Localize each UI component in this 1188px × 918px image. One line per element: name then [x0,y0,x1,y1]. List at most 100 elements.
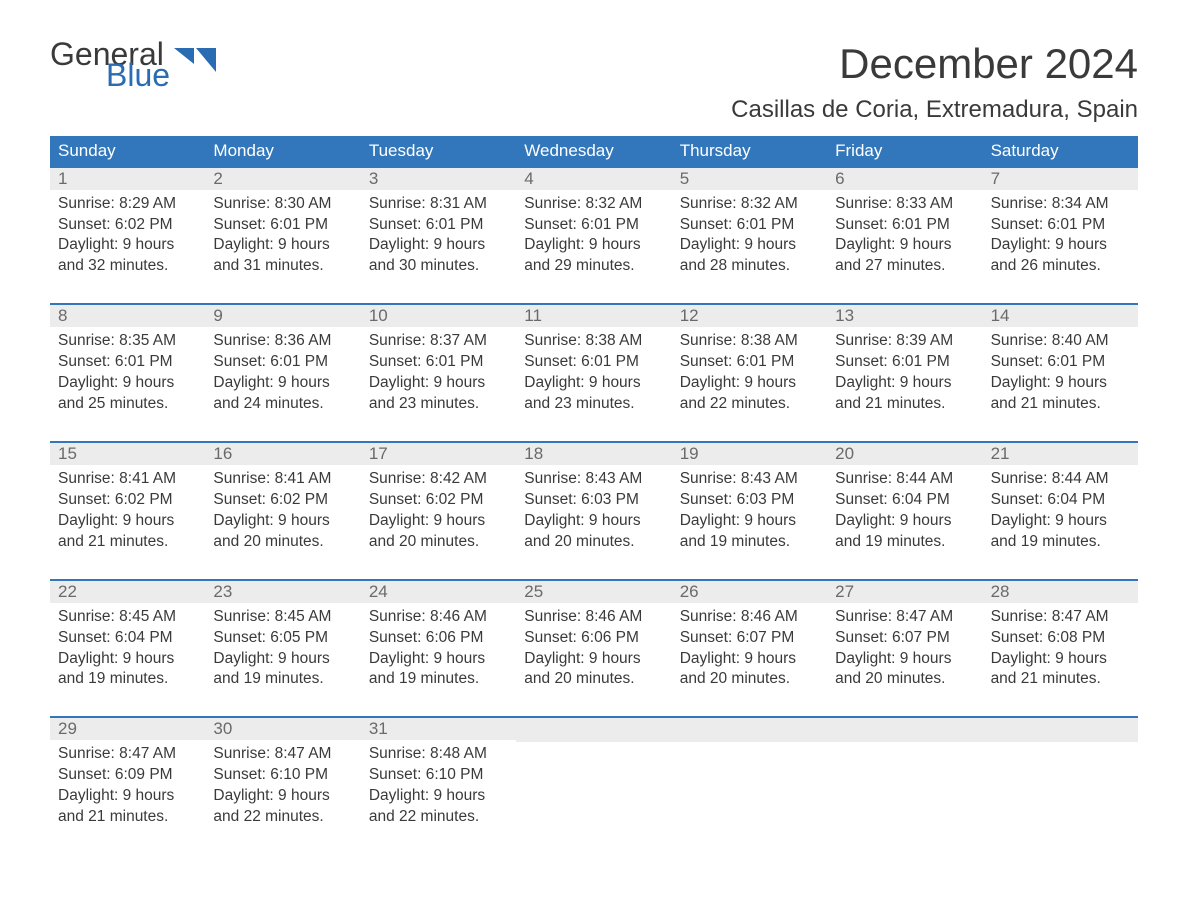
sunrise-line: Sunrise: 8:33 AM [835,194,974,215]
day-cell: 30Sunrise: 8:47 AMSunset: 6:10 PMDayligh… [205,718,360,830]
day-cell: 15Sunrise: 8:41 AMSunset: 6:02 PMDayligh… [50,443,205,555]
sunset-line: Sunset: 6:01 PM [369,352,508,373]
empty-day [827,718,982,742]
week-row: 22Sunrise: 8:45 AMSunset: 6:04 PMDayligh… [50,579,1138,693]
day-cell [983,718,1138,830]
day-number: 11 [516,305,671,327]
sunrise-line: Sunrise: 8:38 AM [524,331,663,352]
sunrise-line: Sunrise: 8:47 AM [213,744,352,765]
day-number: 25 [516,581,671,603]
month-title: December 2024 [839,40,1138,88]
empty-day [983,718,1138,742]
daylight-line: Daylight: 9 hours and 20 minutes. [369,511,508,553]
weekday-header: Sunday [50,136,205,166]
day-details: Sunrise: 8:41 AMSunset: 6:02 PMDaylight:… [50,465,205,555]
sunset-line: Sunset: 6:03 PM [680,490,819,511]
daylight-line: Daylight: 9 hours and 21 minutes. [58,786,197,828]
day-details: Sunrise: 8:46 AMSunset: 6:06 PMDaylight:… [516,603,671,693]
day-cell: 14Sunrise: 8:40 AMSunset: 6:01 PMDayligh… [983,305,1138,417]
day-details: Sunrise: 8:45 AMSunset: 6:05 PMDaylight:… [205,603,360,693]
day-cell: 11Sunrise: 8:38 AMSunset: 6:01 PMDayligh… [516,305,671,417]
day-details: Sunrise: 8:47 AMSunset: 6:10 PMDaylight:… [205,740,360,830]
sunset-line: Sunset: 6:01 PM [835,215,974,236]
day-number: 20 [827,443,982,465]
day-details: Sunrise: 8:38 AMSunset: 6:01 PMDaylight:… [672,327,827,417]
daylight-line: Daylight: 9 hours and 23 minutes. [369,373,508,415]
logo: General Blue [50,40,216,90]
daylight-line: Daylight: 9 hours and 20 minutes. [524,649,663,691]
sunrise-line: Sunrise: 8:35 AM [58,331,197,352]
day-details: Sunrise: 8:40 AMSunset: 6:01 PMDaylight:… [983,327,1138,417]
day-number: 3 [361,168,516,190]
weekday-header: Wednesday [516,136,671,166]
day-cell: 1Sunrise: 8:29 AMSunset: 6:02 PMDaylight… [50,168,205,280]
daylight-line: Daylight: 9 hours and 21 minutes. [835,373,974,415]
day-cell: 8Sunrise: 8:35 AMSunset: 6:01 PMDaylight… [50,305,205,417]
day-details: Sunrise: 8:44 AMSunset: 6:04 PMDaylight:… [827,465,982,555]
daylight-line: Daylight: 9 hours and 20 minutes. [213,511,352,553]
sunset-line: Sunset: 6:01 PM [213,352,352,373]
day-details: Sunrise: 8:34 AMSunset: 6:01 PMDaylight:… [983,190,1138,280]
sunrise-line: Sunrise: 8:46 AM [524,607,663,628]
day-details: Sunrise: 8:45 AMSunset: 6:04 PMDaylight:… [50,603,205,693]
daylight-line: Daylight: 9 hours and 22 minutes. [213,786,352,828]
day-cell: 21Sunrise: 8:44 AMSunset: 6:04 PMDayligh… [983,443,1138,555]
day-number: 17 [361,443,516,465]
sunrise-line: Sunrise: 8:48 AM [369,744,508,765]
day-details: Sunrise: 8:36 AMSunset: 6:01 PMDaylight:… [205,327,360,417]
sunrise-line: Sunrise: 8:32 AM [680,194,819,215]
daylight-line: Daylight: 9 hours and 19 minutes. [835,511,974,553]
sunset-line: Sunset: 6:06 PM [524,628,663,649]
daylight-line: Daylight: 9 hours and 31 minutes. [213,235,352,277]
daylight-line: Daylight: 9 hours and 22 minutes. [369,786,508,828]
sunrise-line: Sunrise: 8:45 AM [213,607,352,628]
sunrise-line: Sunrise: 8:31 AM [369,194,508,215]
sunset-line: Sunset: 6:01 PM [369,215,508,236]
day-number: 31 [361,718,516,740]
sunrise-line: Sunrise: 8:44 AM [835,469,974,490]
day-details: Sunrise: 8:37 AMSunset: 6:01 PMDaylight:… [361,327,516,417]
sunrise-line: Sunrise: 8:36 AM [213,331,352,352]
day-number: 16 [205,443,360,465]
day-number: 14 [983,305,1138,327]
day-cell: 17Sunrise: 8:42 AMSunset: 6:02 PMDayligh… [361,443,516,555]
daylight-line: Daylight: 9 hours and 19 minutes. [680,511,819,553]
day-details: Sunrise: 8:41 AMSunset: 6:02 PMDaylight:… [205,465,360,555]
day-cell: 22Sunrise: 8:45 AMSunset: 6:04 PMDayligh… [50,581,205,693]
sunrise-line: Sunrise: 8:43 AM [680,469,819,490]
logo-text-blue: Blue [106,61,170,90]
sunset-line: Sunset: 6:04 PM [835,490,974,511]
day-details: Sunrise: 8:47 AMSunset: 6:08 PMDaylight:… [983,603,1138,693]
sunset-line: Sunset: 6:08 PM [991,628,1130,649]
sunrise-line: Sunrise: 8:42 AM [369,469,508,490]
day-cell: 18Sunrise: 8:43 AMSunset: 6:03 PMDayligh… [516,443,671,555]
week-row: 15Sunrise: 8:41 AMSunset: 6:02 PMDayligh… [50,441,1138,555]
day-details: Sunrise: 8:46 AMSunset: 6:06 PMDaylight:… [361,603,516,693]
sunrise-line: Sunrise: 8:46 AM [369,607,508,628]
calendar: SundayMondayTuesdayWednesdayThursdayFrid… [50,136,1138,830]
day-cell: 16Sunrise: 8:41 AMSunset: 6:02 PMDayligh… [205,443,360,555]
day-cell: 9Sunrise: 8:36 AMSunset: 6:01 PMDaylight… [205,305,360,417]
day-number: 13 [827,305,982,327]
day-number: 9 [205,305,360,327]
week-row: 1Sunrise: 8:29 AMSunset: 6:02 PMDaylight… [50,166,1138,280]
day-cell: 27Sunrise: 8:47 AMSunset: 6:07 PMDayligh… [827,581,982,693]
sunset-line: Sunset: 6:04 PM [58,628,197,649]
daylight-line: Daylight: 9 hours and 25 minutes. [58,373,197,415]
day-cell: 3Sunrise: 8:31 AMSunset: 6:01 PMDaylight… [361,168,516,280]
sunset-line: Sunset: 6:06 PM [369,628,508,649]
day-details: Sunrise: 8:42 AMSunset: 6:02 PMDaylight:… [361,465,516,555]
day-cell [827,718,982,830]
day-cell: 19Sunrise: 8:43 AMSunset: 6:03 PMDayligh… [672,443,827,555]
sunrise-line: Sunrise: 8:39 AM [835,331,974,352]
daylight-line: Daylight: 9 hours and 21 minutes. [991,649,1130,691]
day-details: Sunrise: 8:32 AMSunset: 6:01 PMDaylight:… [672,190,827,280]
day-details: Sunrise: 8:43 AMSunset: 6:03 PMDaylight:… [516,465,671,555]
empty-day [516,718,671,742]
day-number: 15 [50,443,205,465]
sunset-line: Sunset: 6:02 PM [58,490,197,511]
daylight-line: Daylight: 9 hours and 20 minutes. [680,649,819,691]
day-details: Sunrise: 8:30 AMSunset: 6:01 PMDaylight:… [205,190,360,280]
sunset-line: Sunset: 6:01 PM [991,215,1130,236]
day-cell [672,718,827,830]
